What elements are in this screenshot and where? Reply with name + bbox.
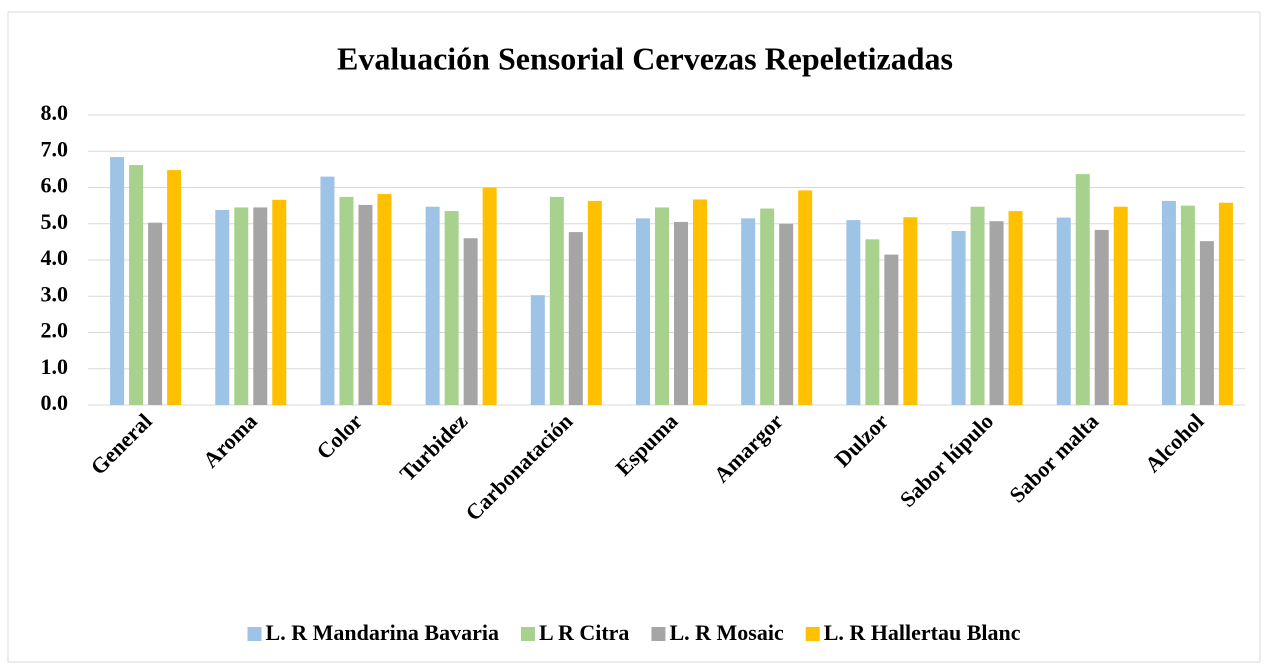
bar	[272, 199, 287, 405]
bar	[1075, 174, 1090, 405]
y-tick-label: 3.0	[41, 281, 69, 306]
y-tick-label: 0.0	[41, 390, 69, 415]
bar	[234, 207, 249, 405]
bar	[425, 206, 440, 405]
legend-label: L R Citra	[539, 620, 629, 645]
bar	[951, 231, 966, 405]
bar	[760, 208, 775, 405]
bar	[779, 223, 794, 405]
bar	[741, 218, 756, 405]
bar	[865, 239, 880, 405]
bar	[463, 238, 478, 405]
bar	[587, 200, 602, 405]
bar	[110, 157, 125, 405]
bar	[798, 190, 813, 405]
bar	[636, 218, 650, 405]
y-tick-label: 6.0	[41, 173, 69, 198]
bar	[167, 170, 182, 405]
bar	[1218, 202, 1233, 405]
bar	[444, 211, 459, 405]
y-tick-label: 5.0	[41, 209, 69, 234]
bar	[568, 232, 583, 405]
bar	[1094, 229, 1109, 405]
bar	[148, 222, 163, 405]
bar	[215, 209, 230, 405]
bar	[655, 207, 669, 405]
bar	[320, 176, 335, 405]
bar	[1180, 205, 1195, 405]
legend-swatch	[651, 627, 666, 641]
bar	[482, 187, 497, 405]
bar	[989, 221, 1004, 405]
legend-swatch	[247, 627, 262, 641]
bar	[1199, 241, 1214, 405]
y-tick-label: 2.0	[41, 318, 69, 343]
bar	[674, 221, 688, 405]
legend-label: L. R Mosaic	[669, 620, 784, 645]
bar	[129, 165, 144, 405]
bar	[253, 207, 268, 405]
y-tick-label: 4.0	[41, 245, 69, 270]
bar	[884, 254, 899, 405]
bar	[339, 196, 354, 405]
chart-title: Evaluación Sensorial Cervezas Repeletiza…	[337, 40, 953, 76]
bar	[1113, 206, 1128, 405]
bar	[846, 220, 861, 405]
y-tick-label: 1.0	[41, 354, 69, 379]
bar	[1161, 200, 1176, 405]
bar	[903, 217, 918, 405]
bar	[1008, 211, 1023, 405]
legend-swatch	[805, 627, 820, 641]
y-tick-label: 8.0	[41, 100, 69, 125]
bar	[549, 196, 564, 405]
bar	[377, 194, 392, 405]
bar	[530, 295, 545, 405]
legend-label: L. R Mandarina Bavaria	[266, 620, 499, 645]
bar	[693, 199, 707, 405]
bar	[970, 206, 985, 405]
bar	[1056, 217, 1071, 405]
bar	[358, 204, 373, 405]
legend-label: L. R Hallertau Blanc	[824, 620, 1021, 645]
chart-border	[7, 11, 1261, 663]
y-tick-label: 7.0	[41, 136, 69, 161]
legend-swatch	[520, 627, 535, 641]
